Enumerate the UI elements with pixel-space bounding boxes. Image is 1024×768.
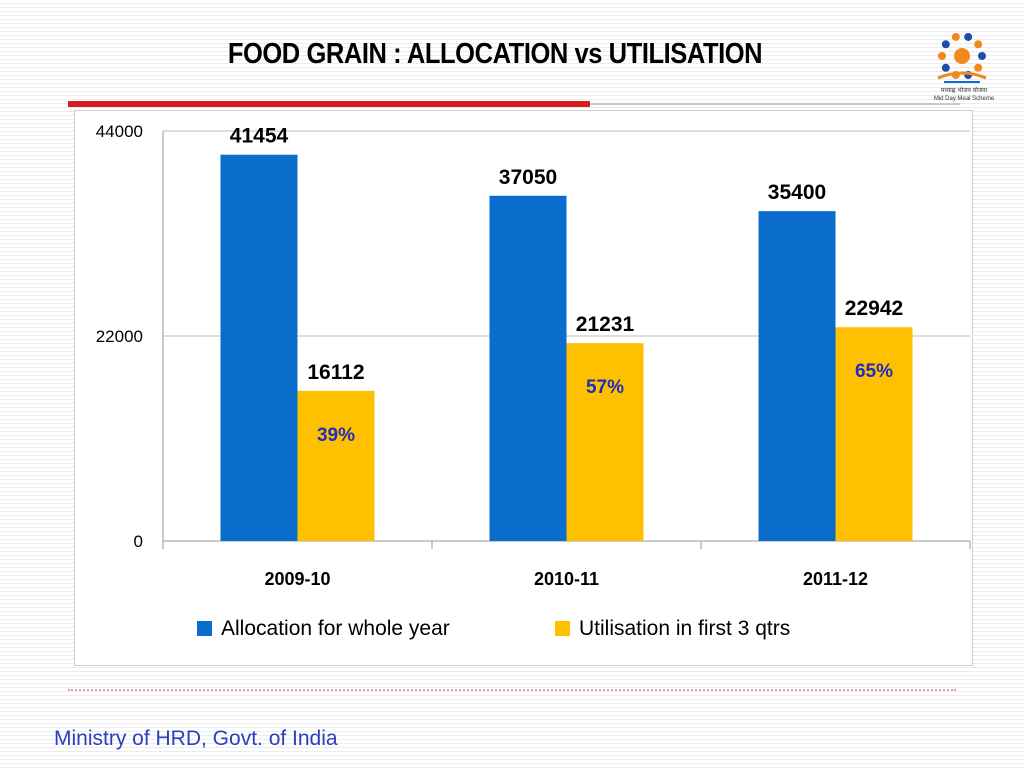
percent-label: 39% [317, 425, 355, 446]
percent-label: 57% [586, 377, 624, 398]
data-label: 41454 [230, 125, 289, 148]
legend-swatch [197, 621, 212, 636]
chart-area: 0 22000 44000 2009-10 41454 16112 39% 2010-11 37… [74, 110, 973, 666]
bar-allocation [489, 195, 567, 541]
data-label: 22942 [845, 297, 903, 320]
legend-swatch [555, 621, 570, 636]
footer-text: Ministry of HRD, Govt. of India [54, 727, 338, 750]
bar-allocation [220, 154, 298, 541]
percent-label: 65% [855, 361, 893, 382]
y-tick-label: 22000 [96, 327, 143, 346]
slide-title: FOOD GRAIN : ALLOCATION vs UTILISATION [227, 38, 763, 70]
title-underline-accent [68, 101, 590, 107]
y-tick-label: 44000 [96, 122, 143, 141]
bar-allocation [758, 211, 836, 541]
bar-chart: 0 22000 44000 2009-10 41454 16112 39% 2010-11 37… [96, 122, 971, 640]
data-label: 16112 [307, 361, 364, 384]
title-underline-rule [590, 103, 960, 105]
data-label: 35400 [768, 181, 826, 204]
bar-utilisation [297, 390, 375, 541]
logo-caption: Mid Day Meal Scheme [934, 96, 995, 102]
y-tick-label: 0 [134, 532, 143, 551]
mid-day-meal-logo-icon: मध्याह्न भोजन योजना Mid Day Meal Scheme [934, 32, 995, 102]
bar-utilisation [835, 327, 913, 541]
x-tick-label: 2011-12 [803, 569, 868, 589]
data-label: 37050 [499, 166, 557, 189]
footer-divider [68, 689, 956, 691]
x-tick-label: 2009-10 [264, 569, 330, 589]
legend-label: Utilisation in first 3 qtrs [579, 617, 790, 640]
data-label: 21231 [576, 313, 635, 336]
x-tick-label: 2010-11 [534, 569, 599, 589]
logo-caption-hindi: मध्याह्न भोजन योजना [941, 86, 988, 94]
legend-label: Allocation for whole year [221, 617, 450, 640]
bar-utilisation [566, 343, 644, 541]
